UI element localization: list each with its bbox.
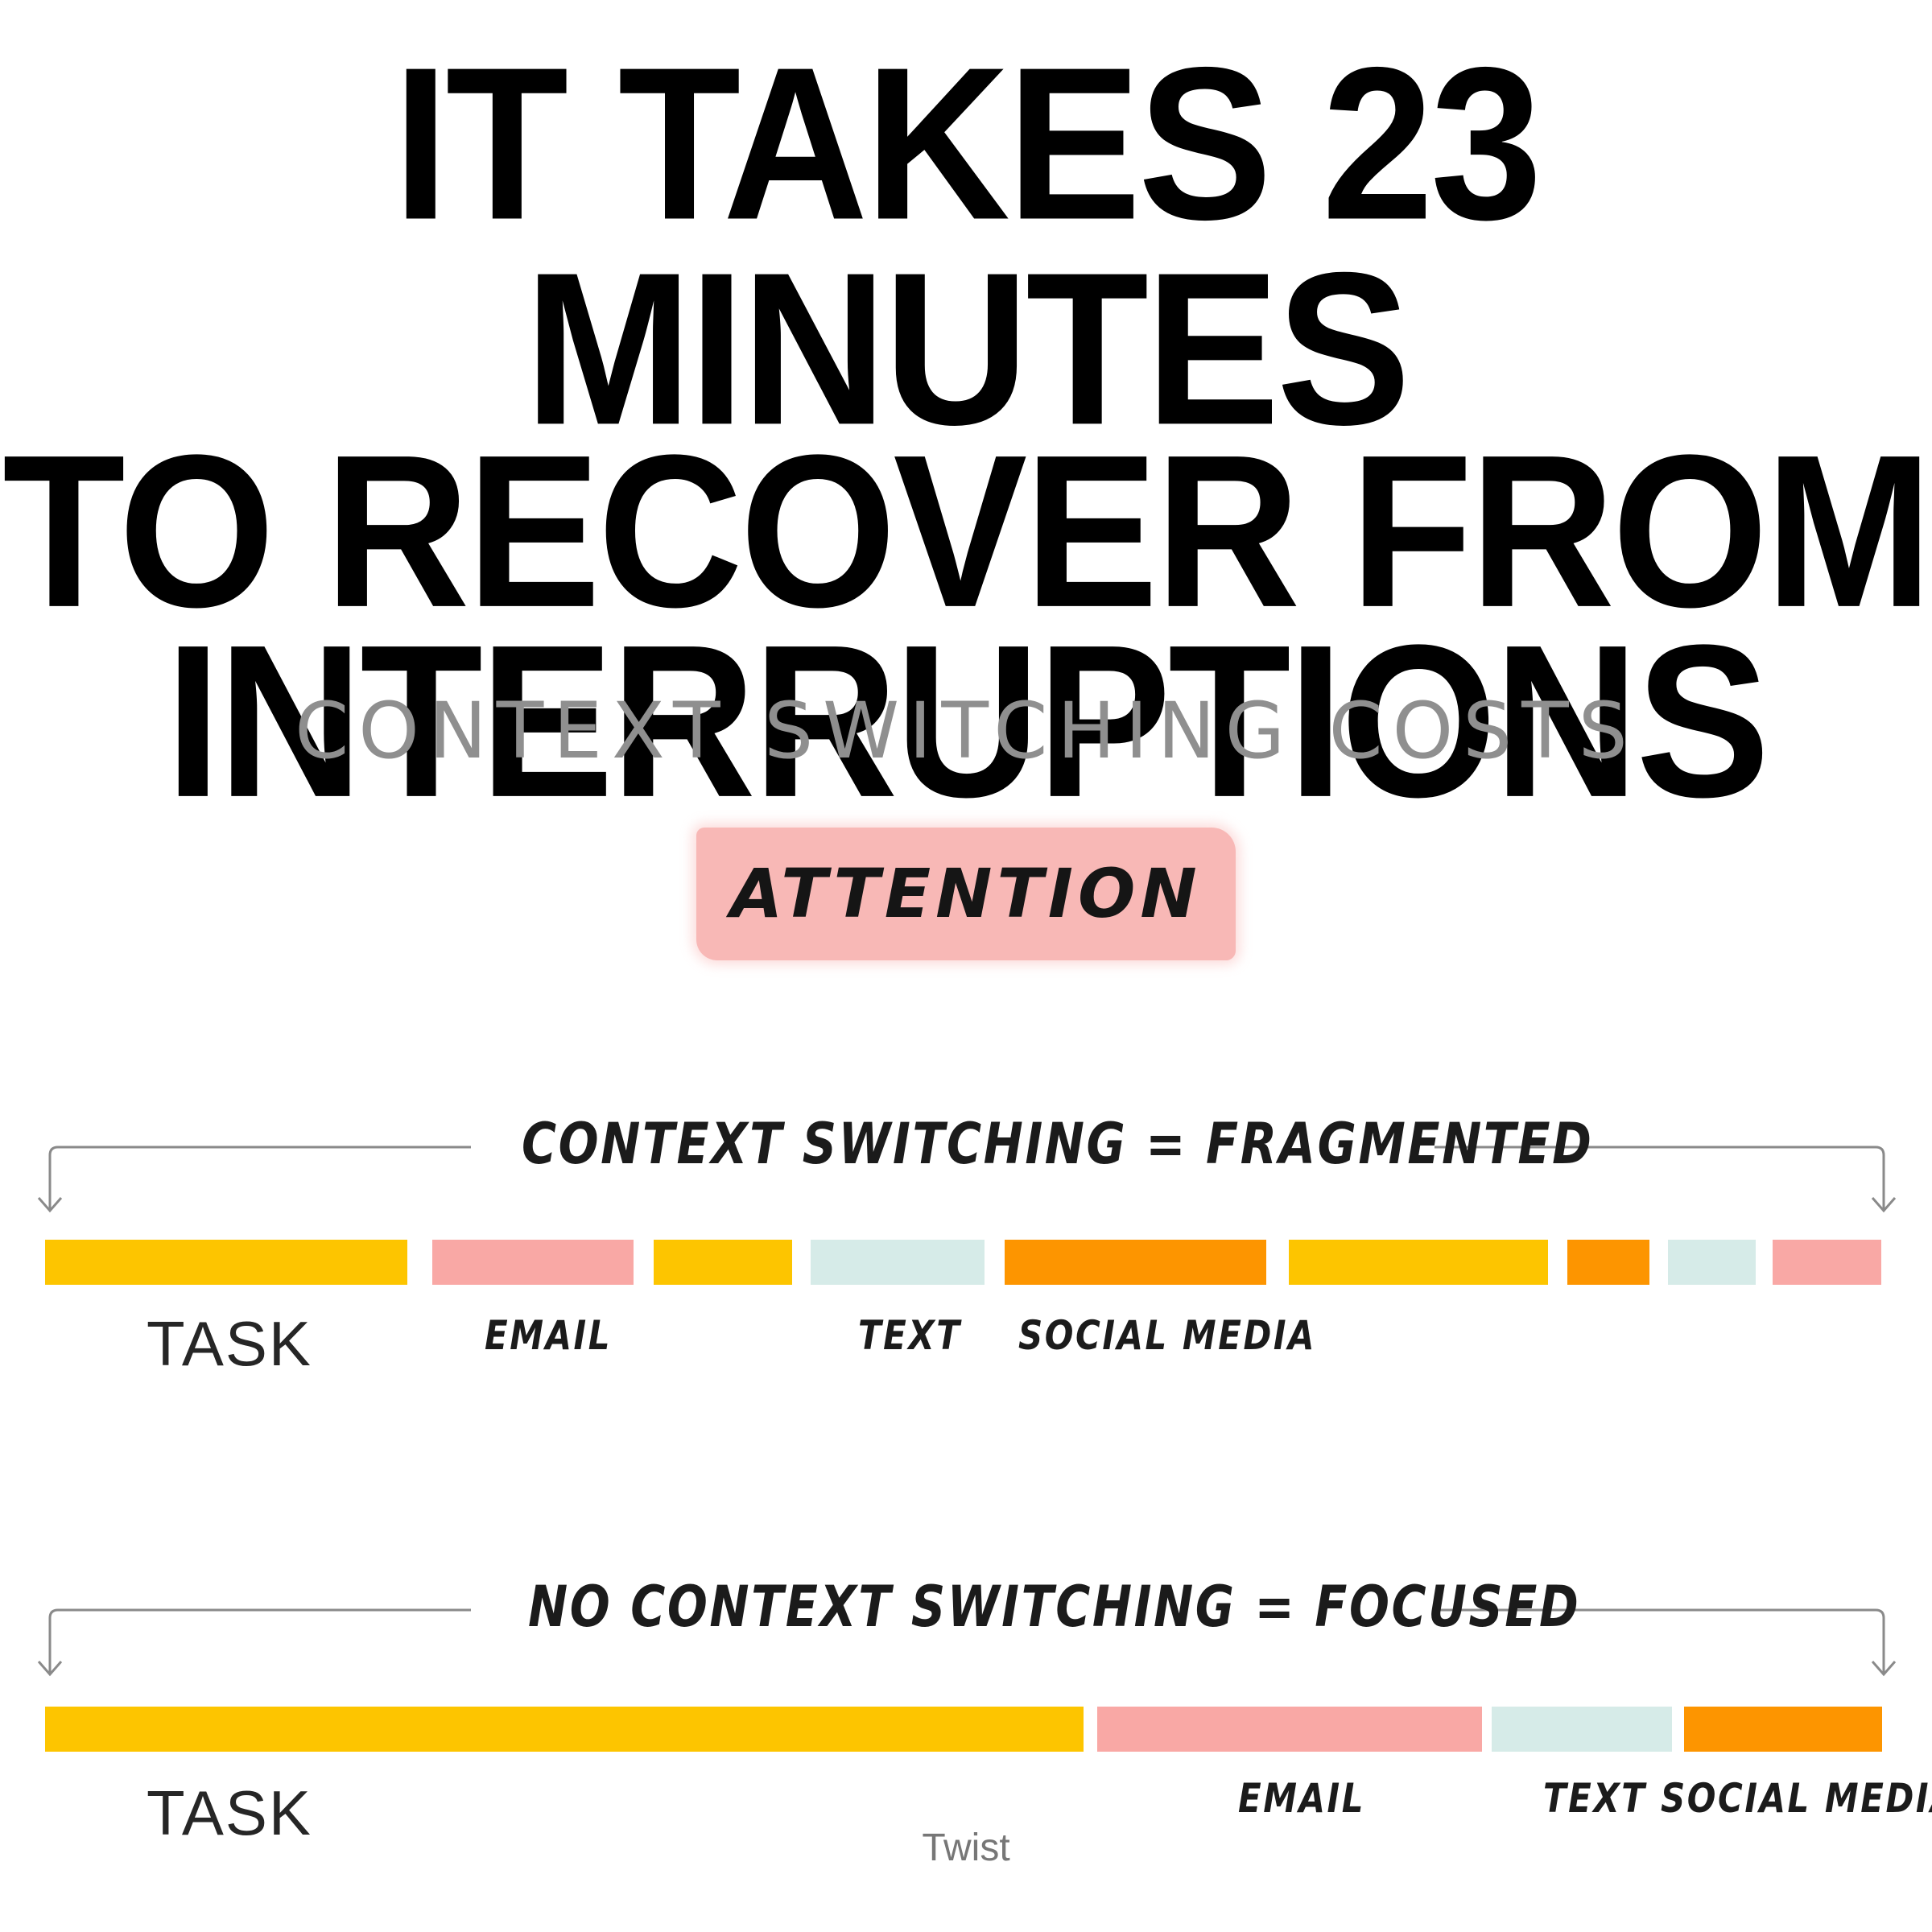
fragmented-label: CONTEXT SWITCHING = FRAGMENTED: [522, 1111, 1594, 1177]
fragmented-bar-social-media-2: [1567, 1240, 1649, 1285]
fragmented-task-label: TASK: [147, 1308, 312, 1379]
focused-email-label: EMAIL: [1238, 1775, 1365, 1822]
fragmented-bracket-right: [1435, 1146, 1885, 1209]
fragmented-social-media-label: SOCIAL MEDIA: [1018, 1312, 1317, 1359]
focused-bracket: [37, 1608, 1897, 1677]
fragmented-bar-social-media-1: [1005, 1240, 1266, 1285]
brand-watermark: Twist: [922, 1827, 1010, 1869]
fragmented-bar-task-1: [45, 1240, 407, 1285]
focused-bracket-left: [48, 1608, 471, 1673]
fragmented-email-label: EMAIL: [485, 1312, 612, 1359]
subtitle: CONTEXT SWITCHING COSTS: [295, 686, 1637, 776]
fragmented-arrow-left: [37, 1197, 63, 1213]
fragmented-bar-text-2: [1668, 1240, 1756, 1285]
attention-badge: ATTENTION: [696, 828, 1236, 960]
focused-bar-email: [1097, 1707, 1482, 1752]
fragmented-bar-email-1: [432, 1240, 634, 1285]
focused-bar-task: [45, 1707, 1084, 1752]
fragmented-bar-task-3: [1289, 1240, 1548, 1285]
focused-bar-text: [1492, 1707, 1672, 1752]
fragmented-bar-email-2: [1773, 1240, 1881, 1285]
headline-line-2: TO RECOVER FROM: [2, 409, 1932, 653]
focused-text-label: TEXT: [1543, 1775, 1647, 1822]
focused-bar-social-media: [1684, 1707, 1882, 1752]
focused-label: NO CONTEXT SWITCHING = FOCUSED: [528, 1574, 1581, 1640]
attention-brush-stroke: [696, 828, 1236, 960]
focused-bracket-right: [1435, 1608, 1885, 1673]
focused-arrow-left: [37, 1661, 63, 1677]
fragmented-arrow-right: [1871, 1197, 1897, 1213]
fragmented-bar-task-2: [654, 1240, 792, 1285]
focused-social-media-label: SOCIAL MEDIA: [1661, 1775, 1932, 1822]
fragmented-text-label: TEXT: [858, 1312, 962, 1359]
focused-task-label: TASK: [147, 1777, 312, 1848]
headline-line-1: IT TAKES 23 MINUTES: [393, 22, 1542, 470]
fragmented-bracket: [37, 1146, 1897, 1213]
headline-line-3: INTERRUPTIONS: [165, 599, 1770, 843]
attention-label: ATTENTION: [730, 854, 1202, 933]
fragmented-bar-text-1: [811, 1240, 985, 1285]
fragmented-bracket-left: [48, 1146, 471, 1209]
focused-arrow-right: [1871, 1661, 1897, 1677]
headline: IT TAKES 23 MINUTES TO RECOVER FROM INTE…: [0, 35, 1932, 829]
